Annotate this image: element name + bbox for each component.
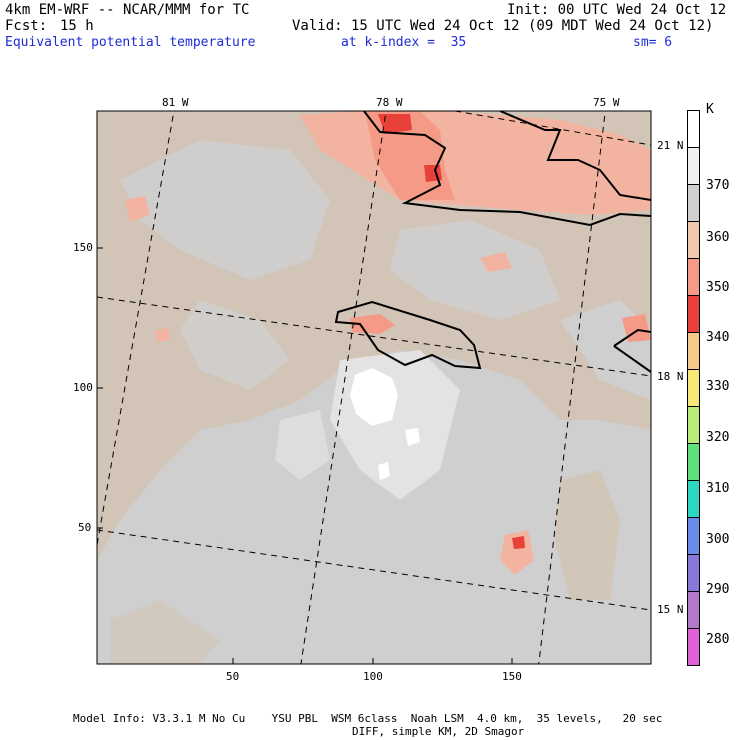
colorbar-cell — [687, 554, 700, 592]
colorbar-label-370: 370 — [706, 178, 730, 193]
forecast-hour: 15 h — [60, 18, 94, 34]
lat-label-15n: 15 N — [657, 603, 684, 616]
colorbar-label-340: 340 — [706, 330, 730, 345]
model-title: 4km EM-WRF -- NCAR/MMM for TC — [5, 2, 250, 18]
valid-time: Valid: 15 UTC Wed 24 Oct 12 (09 MDT Wed … — [292, 18, 714, 34]
colorbar-cell — [687, 295, 700, 333]
x-tick-50: 50 — [226, 670, 240, 683]
colorbar-label-330: 330 — [706, 379, 730, 394]
colorbar-cell — [687, 332, 700, 370]
colorbar-label-350: 350 — [706, 280, 730, 295]
smoothing: sm= 6 — [633, 35, 673, 50]
colorbar-label-320: 320 — [706, 430, 730, 445]
colorbar-cell — [687, 517, 700, 555]
colorbar-cell — [687, 221, 700, 259]
colorbar-label-300: 300 — [706, 532, 730, 547]
colorbar-cell — [687, 480, 700, 518]
y-tick-100: 100 — [73, 381, 93, 394]
shaded-field — [97, 111, 651, 664]
colorbar-label-310: 310 — [706, 481, 730, 496]
colorbar-label-280: 280 — [706, 632, 730, 647]
colorbar-cell — [687, 110, 700, 148]
model-info: Model Info: V3.3.1 M No Cu YSU PBL WSM 6… — [73, 712, 663, 725]
colorbar-cell — [687, 628, 700, 666]
forecast-label: Fcst: — [5, 18, 48, 34]
colorbar-cell — [687, 147, 700, 185]
y-tick-50: 50 — [78, 521, 92, 534]
colorbar-label-360: 360 — [706, 230, 730, 245]
field-name: Equivalent potential temperature — [5, 35, 256, 50]
k-index: at k-index = 35 — [341, 35, 467, 50]
colorbar-unit: K — [706, 102, 714, 117]
lon-label-81w: 81 W — [162, 96, 189, 109]
lat-label-21n: 21 N — [657, 139, 684, 152]
lon-label-78w: 78 W — [376, 96, 403, 109]
model-diff: DIFF, simple KM, 2D Smagor — [352, 725, 525, 738]
lat-label-18n: 18 N — [657, 370, 684, 383]
colorbar-cell — [687, 406, 700, 444]
colorbar-cell — [687, 184, 700, 222]
x-tick-100: 100 — [363, 670, 383, 683]
y-tick-150: 150 — [73, 241, 93, 254]
colorbar-cell — [687, 258, 700, 296]
x-tick-150: 150 — [502, 670, 522, 683]
init-time: Init: 00 UTC Wed 24 Oct 12 — [507, 2, 727, 18]
colorbar-cell — [687, 591, 700, 629]
colorbar-label-290: 290 — [706, 582, 730, 597]
colorbar-cell — [687, 369, 700, 407]
colorbar-cell — [687, 443, 700, 481]
lon-label-75w: 75 W — [593, 96, 620, 109]
